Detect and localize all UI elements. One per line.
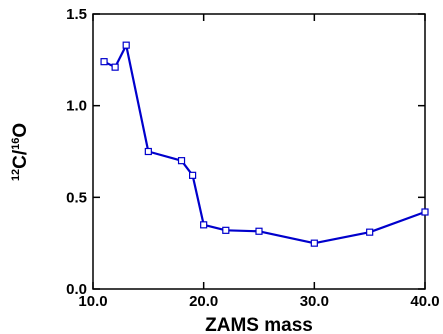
data-point <box>200 221 208 229</box>
data-point <box>111 63 119 71</box>
series-line <box>103 44 426 245</box>
y-tick-label: 1.5 <box>66 6 87 23</box>
data-point <box>100 58 108 66</box>
data-point <box>122 41 130 49</box>
series-layer <box>100 41 429 247</box>
data-point <box>222 226 230 234</box>
data-point <box>189 171 197 179</box>
y-tick-label: 0.5 <box>66 189 87 206</box>
y-axis: 0.0 0.5 1.0 1.5 <box>66 6 425 298</box>
x-tick-label: 20.0 <box>189 293 218 310</box>
data-point <box>255 227 263 235</box>
plot-frame <box>92 13 426 290</box>
x-tick-label: 30.0 <box>300 293 329 310</box>
data-point <box>310 239 318 247</box>
data-point <box>177 157 186 165</box>
x-axis-title: ZAMS mass <box>205 315 313 334</box>
y-axis-title: 12C/16O <box>10 123 31 181</box>
y-tick-label: 0.0 <box>66 281 87 298</box>
data-point <box>144 147 152 156</box>
data-point <box>421 208 429 216</box>
data-point <box>366 228 374 236</box>
x-tick-label: 10.0 <box>78 293 107 310</box>
x-tick-label: 40.0 <box>410 293 439 310</box>
x-axis: 10.0 20.0 30.0 40.0 <box>78 14 440 310</box>
y-tick-label: 1.0 <box>66 98 87 115</box>
